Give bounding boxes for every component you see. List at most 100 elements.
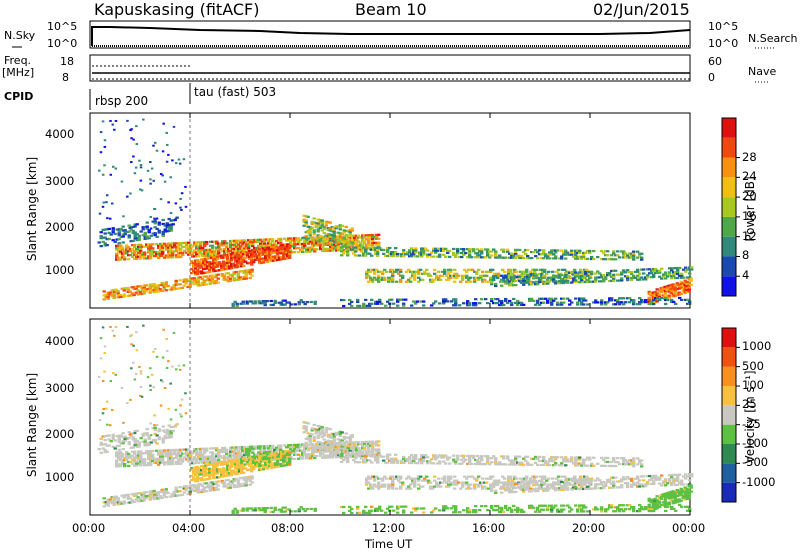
power-cell: [463, 268, 467, 271]
power-cell: [375, 241, 379, 244]
power-cell: [159, 248, 163, 251]
power-cell: [562, 281, 566, 285]
velocity-cell: [139, 452, 143, 455]
velocity-cell: [181, 452, 185, 455]
power-cell: [476, 254, 480, 257]
velocity-cell: [405, 487, 409, 490]
velocity-cell: [358, 461, 362, 464]
power-cell: [142, 292, 146, 295]
power-cell: [346, 246, 350, 249]
power-cell: [218, 261, 222, 264]
power-cell: [285, 251, 289, 254]
power-cell: [386, 246, 390, 250]
velocity-cell: [208, 475, 212, 478]
power-cell: [307, 250, 311, 253]
nave-label: Nave: [748, 65, 777, 78]
velocity-cell: [426, 456, 430, 459]
power-cell: [151, 243, 155, 246]
velocity-cell: [187, 448, 191, 451]
power-cell: [540, 276, 544, 280]
velocity-cell: [225, 456, 229, 459]
power-cell: [246, 252, 250, 255]
power-cell: [259, 238, 263, 241]
power-cell: [413, 270, 417, 273]
power-cell: [578, 275, 582, 278]
velocity-cell: [274, 461, 278, 465]
velocity-cell: [147, 450, 151, 453]
power-cell: [112, 296, 116, 300]
velocity-cell: [371, 487, 375, 490]
power-cell: [149, 227, 153, 230]
date-title: 02/Jun/2015: [593, 0, 690, 19]
power-cell: [407, 268, 411, 271]
power-cell: [533, 274, 537, 277]
power-cell: [198, 270, 202, 273]
power-cell: [331, 249, 335, 252]
velocity-cell: [511, 479, 515, 482]
power-cell: [526, 275, 530, 278]
power-cell: [286, 255, 290, 258]
velocity-cell: [199, 453, 203, 457]
power-cell: [614, 269, 618, 272]
velocity-cell: [253, 447, 257, 450]
power-cell: [160, 283, 164, 287]
power-cell: [226, 265, 230, 268]
velocity-cell: [371, 475, 375, 478]
velocity-cell: [522, 457, 526, 460]
power-cell: [190, 260, 194, 263]
velocity-cell: [348, 439, 352, 442]
power-cell: [172, 286, 176, 289]
power-cell: [140, 286, 144, 289]
velocity-cell: [253, 453, 257, 456]
power-cell: [189, 243, 193, 246]
power-cell: [169, 252, 173, 255]
velocity-cell: [226, 470, 230, 473]
power-cell: [442, 247, 446, 250]
power-cell: [335, 235, 339, 238]
power-cell: [636, 270, 640, 273]
velocity-cell: [278, 465, 282, 468]
power-cell: [458, 255, 462, 259]
velocity-cell: [179, 458, 183, 461]
velocity-cell: [117, 453, 121, 456]
power-cell: [197, 251, 201, 254]
power-cell: [340, 254, 344, 257]
velocity-cell: [480, 458, 484, 462]
power-cell: [196, 263, 200, 266]
power-cell: [528, 283, 532, 286]
power-cell: [604, 276, 608, 279]
power-cell: [119, 227, 123, 231]
velocity-cell: [604, 464, 608, 468]
power-ytick-2000: 2000: [45, 220, 75, 234]
power-cell: [496, 301, 500, 305]
power-cell: [375, 243, 379, 246]
velocity-cell: [485, 477, 489, 480]
power-cell: [149, 255, 153, 258]
velocity-cell: [359, 449, 363, 452]
power-cell: [343, 235, 347, 238]
velocity-cell: [102, 505, 106, 508]
nave-tick-top: 60: [708, 55, 722, 68]
power-cell: [536, 283, 540, 286]
velocity-cell: [350, 435, 354, 439]
velocity-cell: [263, 451, 267, 454]
power-cell: [514, 280, 518, 283]
power-cell: [546, 255, 550, 258]
power-cell: [670, 300, 674, 304]
velocity-cell: [284, 456, 288, 459]
power-cell: [235, 304, 239, 307]
velocity-cell: [592, 464, 596, 467]
velocity-cell: [241, 446, 245, 449]
power-cell: [342, 237, 346, 240]
velocity-cell: [242, 459, 246, 462]
power-cell: [284, 257, 288, 260]
power-cell: [632, 254, 636, 257]
power-cell: [131, 225, 135, 229]
velocity-ytick-1000: 1000: [45, 470, 75, 484]
velocity-cell: [329, 450, 333, 453]
power-cell: [346, 238, 350, 241]
power-cell: [584, 251, 588, 255]
velocity-cell: [324, 431, 328, 434]
power-cell: [232, 277, 236, 280]
power-cell: [480, 250, 484, 253]
